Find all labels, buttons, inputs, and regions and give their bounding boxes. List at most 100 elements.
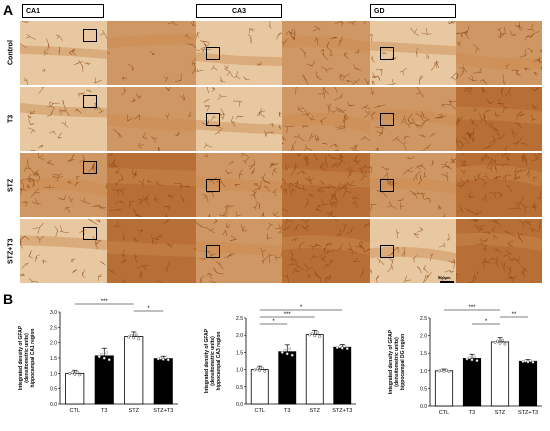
micrograph-high-mag xyxy=(456,21,542,85)
data-point xyxy=(470,358,474,362)
micrograph-low-mag xyxy=(370,219,456,283)
x-tick-label: CTL xyxy=(439,410,449,416)
data-point xyxy=(310,332,314,336)
bar xyxy=(333,346,352,405)
column-header-ca1: CA1 xyxy=(22,4,104,18)
significance-label: *** xyxy=(468,305,476,311)
significance-label: *** xyxy=(101,299,109,305)
micrograph-high-mag xyxy=(456,87,542,151)
significance-label: * xyxy=(485,319,488,325)
data-point xyxy=(68,372,72,376)
micrograph-low-mag xyxy=(370,153,456,217)
bar xyxy=(153,358,173,405)
data-point xyxy=(526,360,530,364)
x-tick-label: STZ+T3 xyxy=(153,408,173,414)
significance-label: * xyxy=(300,305,303,311)
data-point xyxy=(338,345,342,349)
data-point xyxy=(501,338,504,342)
y-axis-label: Integrated density of GFAP(densitometric… xyxy=(388,329,406,394)
y-tick-label: 1.5 xyxy=(50,356,57,362)
bar-chart-dg: 0.0 0.5 1.0 1.5 2.0 2.5 Integrated density of … xyxy=(388,305,542,416)
zoom-region-box xyxy=(380,47,394,60)
y-tick-label: 3.0 xyxy=(50,310,57,316)
data-point xyxy=(161,357,165,361)
y-tick-label: 1.5 xyxy=(236,350,243,356)
micrograph-high-mag xyxy=(456,153,542,217)
x-tick-label: CTL xyxy=(70,408,80,414)
y-tick-label: 0.0 xyxy=(236,402,243,408)
panel-b-label: B xyxy=(3,291,14,307)
y-tick-label: 2.5 xyxy=(50,325,57,331)
data-point xyxy=(164,356,168,360)
x-tick-label: STZ+T3 xyxy=(518,410,538,416)
data-point xyxy=(97,355,101,359)
data-point xyxy=(78,373,82,377)
micrograph-low-mag xyxy=(196,219,284,283)
data-point xyxy=(465,357,469,361)
data-point xyxy=(75,370,79,374)
micrograph-high-mag xyxy=(282,21,370,85)
data-point xyxy=(529,359,532,363)
data-point xyxy=(313,334,317,338)
data-point xyxy=(445,368,448,372)
bar xyxy=(462,358,482,407)
zoom-region-box xyxy=(83,29,98,42)
x-tick-label: STZ xyxy=(495,410,506,416)
bar xyxy=(94,355,114,405)
x-tick-label: STZ xyxy=(310,408,321,414)
micrograph-low-mag xyxy=(20,87,108,151)
data-point xyxy=(524,359,527,363)
zoom-region-box xyxy=(83,161,98,174)
y-tick-label: 0.5 xyxy=(420,386,427,392)
column-header-ca3: CA3 xyxy=(196,4,282,18)
x-tick-label: T3 xyxy=(469,410,475,416)
x-tick-label: T3 xyxy=(284,408,290,414)
bar-chart-ca1: 0.0 0.5 1.0 1.5 2.0 2.5 3.0 Integrated density … xyxy=(18,299,178,414)
y-tick-label: 0.5 xyxy=(236,385,243,391)
y-tick-label: 1.5 xyxy=(420,351,427,357)
zoom-region-box xyxy=(206,113,220,126)
data-point xyxy=(308,333,312,337)
data-point xyxy=(318,335,322,339)
scale-bar xyxy=(440,281,454,283)
bar xyxy=(278,351,297,405)
row-label-stz: STZ xyxy=(7,178,15,192)
zoom-region-box xyxy=(380,245,394,258)
y-tick-label: 1.0 xyxy=(236,368,243,374)
data-point xyxy=(345,347,349,351)
data-point xyxy=(253,368,257,372)
y-tick-label: 2.0 xyxy=(236,333,243,339)
data-point xyxy=(134,333,138,337)
data-point xyxy=(260,366,264,370)
bar xyxy=(124,336,144,405)
x-tick-label: T3 xyxy=(101,408,107,414)
data-point xyxy=(475,359,479,363)
data-point xyxy=(447,370,451,374)
bar xyxy=(518,360,538,407)
data-point xyxy=(132,336,136,340)
zoom-region-box xyxy=(206,245,220,258)
data-point xyxy=(498,341,502,345)
column-header-gd: GD xyxy=(370,4,456,18)
micrograph-high-mag xyxy=(282,87,370,151)
y-tick-label: 0.0 xyxy=(50,402,57,408)
data-point xyxy=(100,352,104,356)
significance-label: *** xyxy=(284,312,292,318)
bar-chart-ca3: 0.0 0.5 1.0 1.5 2.0 2.5 Integrated density of … xyxy=(204,305,356,414)
data-point xyxy=(137,337,141,341)
data-point xyxy=(102,356,106,360)
x-tick-label: STZ+T3 xyxy=(332,408,352,414)
bar xyxy=(434,370,454,407)
y-tick-label: 2.0 xyxy=(420,334,427,340)
bar xyxy=(250,369,269,405)
y-axis-label: Integrated density of GFAP(densitometric… xyxy=(204,328,222,393)
y-tick-label: 2.0 xyxy=(50,341,57,347)
data-point xyxy=(127,335,131,339)
data-point xyxy=(335,346,339,349)
significance-label: * xyxy=(147,306,150,312)
micrograph-low-mag xyxy=(20,21,108,85)
data-point xyxy=(285,352,289,356)
micrograph-low-mag xyxy=(196,153,284,217)
data-point xyxy=(493,340,497,344)
data-point xyxy=(315,331,319,335)
